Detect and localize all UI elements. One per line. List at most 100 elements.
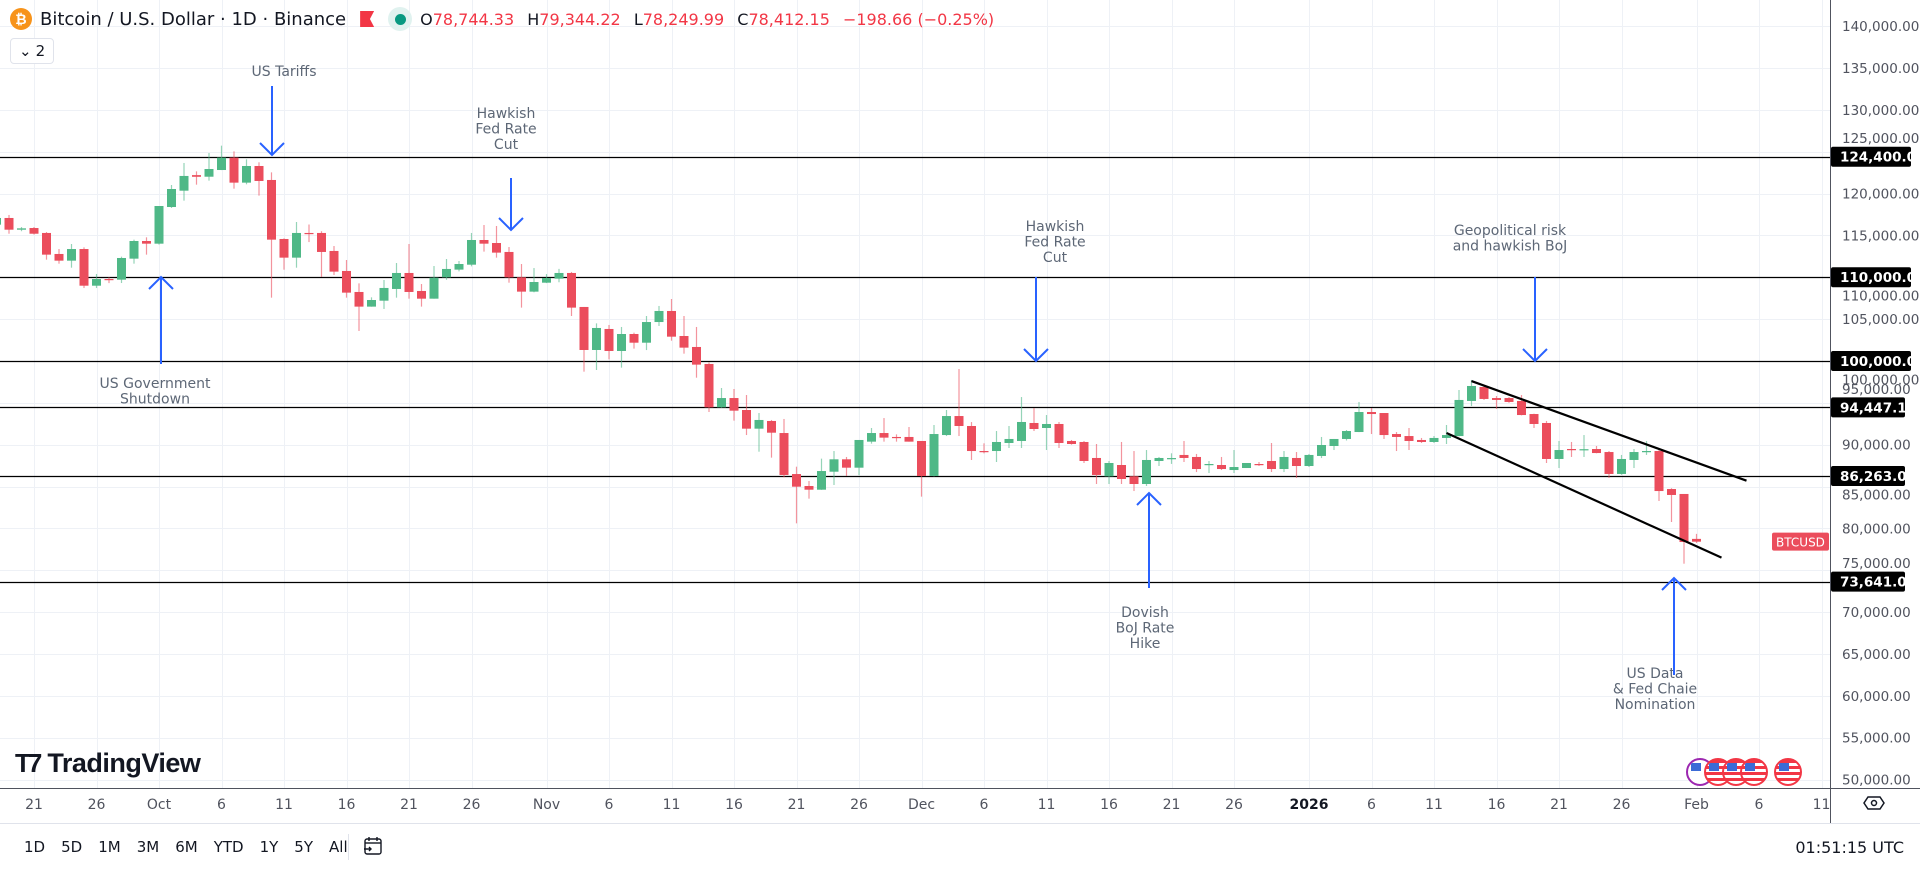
candle[interactable] <box>0 217 1 225</box>
candle[interactable] <box>1104 462 1114 477</box>
candle[interactable] <box>1417 439 1426 442</box>
candle[interactable] <box>567 272 576 308</box>
range-button-1y[interactable]: 1Y <box>259 838 279 856</box>
candle[interactable] <box>304 232 314 235</box>
candle[interactable] <box>967 425 976 452</box>
candle[interactable] <box>1467 385 1476 401</box>
candle[interactable] <box>1342 431 1351 439</box>
range-button-5d[interactable]: 5D <box>61 838 83 856</box>
candle[interactable] <box>404 272 414 292</box>
candle[interactable] <box>1292 457 1301 467</box>
tradingview-logo[interactable]: T7 TradingView <box>15 748 201 779</box>
candle[interactable] <box>1092 457 1101 475</box>
candle[interactable] <box>1229 467 1239 471</box>
candle[interactable] <box>929 434 939 476</box>
candle[interactable] <box>629 333 639 343</box>
candle[interactable] <box>192 175 201 177</box>
candle[interactable] <box>1029 422 1039 430</box>
candle[interactable] <box>454 264 464 270</box>
annotation-text[interactable]: and hawkish BoJ <box>1453 239 1568 255</box>
candle[interactable] <box>1042 423 1051 429</box>
symbol-title[interactable]: Bitcoin / U.S. Dollar · 1D · Binance <box>40 8 347 30</box>
annotation-text[interactable]: Hawkish <box>1026 219 1085 235</box>
candle[interactable] <box>817 471 826 490</box>
price-axis[interactable] <box>1830 0 1920 788</box>
candle[interactable] <box>1679 493 1689 543</box>
candle[interactable] <box>467 239 476 265</box>
annotation-text[interactable]: Cut <box>1043 250 1068 266</box>
candle[interactable] <box>1117 465 1126 479</box>
candle[interactable] <box>1529 414 1539 424</box>
candle[interactable] <box>317 232 326 252</box>
annotation-text[interactable]: Shutdown <box>120 392 190 408</box>
candle[interactable] <box>1504 398 1514 402</box>
annotation-text[interactable]: Fed Rate <box>1024 235 1085 251</box>
candle[interactable] <box>367 300 376 307</box>
annotation-text[interactable]: Geopolitical risk <box>1454 223 1567 239</box>
candle[interactable] <box>842 459 851 468</box>
candle[interactable] <box>354 291 364 307</box>
candle[interactable] <box>54 253 64 261</box>
candle[interactable] <box>692 346 701 365</box>
candle[interactable] <box>592 327 601 350</box>
candle[interactable] <box>1129 476 1139 485</box>
candle[interactable] <box>679 336 689 348</box>
candle[interactable] <box>167 189 176 208</box>
collapse-indicators-button[interactable]: ⌄ 2 <box>10 38 55 64</box>
candle[interactable] <box>867 433 876 442</box>
annotation-text[interactable]: Cut <box>494 137 519 153</box>
candle[interactable] <box>1479 386 1489 399</box>
candle[interactable] <box>1442 435 1451 438</box>
candle[interactable] <box>542 277 551 283</box>
annotation-text[interactable]: US Data <box>1626 666 1683 682</box>
candle[interactable] <box>254 165 264 181</box>
candle[interactable] <box>79 249 89 286</box>
candle[interactable] <box>217 157 226 171</box>
candle[interactable] <box>379 287 389 301</box>
candle[interactable] <box>992 441 1001 452</box>
candle[interactable] <box>1367 412 1376 415</box>
candle[interactable] <box>1579 449 1589 451</box>
candle[interactable] <box>1554 450 1564 459</box>
candle[interactable] <box>1192 456 1201 470</box>
range-button-6m[interactable]: 6M <box>175 838 198 856</box>
candle[interactable] <box>704 363 714 408</box>
candle[interactable] <box>1404 436 1414 441</box>
candle[interactable] <box>1542 422 1551 459</box>
candle[interactable] <box>1617 458 1626 474</box>
candle[interactable] <box>917 440 926 476</box>
candle[interactable] <box>1379 413 1389 436</box>
candle[interactable] <box>529 282 539 292</box>
candle[interactable] <box>667 310 676 337</box>
candle[interactable] <box>1629 452 1639 460</box>
candle[interactable] <box>417 290 426 299</box>
annotation-text[interactable]: Fed Rate <box>475 122 536 138</box>
candle[interactable] <box>1304 454 1314 467</box>
candle[interactable] <box>1317 444 1326 456</box>
annotation-text[interactable]: US Government <box>100 376 211 392</box>
candle[interactable] <box>479 239 489 244</box>
annotation-text[interactable]: Nomination <box>1615 697 1696 713</box>
candle[interactable] <box>229 157 239 183</box>
candle[interactable] <box>1392 434 1401 437</box>
market-status-icon[interactable] <box>388 7 413 31</box>
candle[interactable] <box>1179 454 1189 458</box>
candle[interactable] <box>1329 438 1339 447</box>
candle[interactable] <box>142 240 151 244</box>
candle[interactable] <box>1217 465 1226 470</box>
candle[interactable] <box>579 306 589 350</box>
candle[interactable] <box>942 416 951 436</box>
candle[interactable] <box>554 272 564 279</box>
candle[interactable] <box>804 486 814 490</box>
candle[interactable] <box>4 217 14 230</box>
candle[interactable] <box>29 228 39 234</box>
candle[interactable] <box>329 250 339 272</box>
candle[interactable] <box>754 419 764 429</box>
candle[interactable] <box>1242 462 1251 469</box>
candle[interactable] <box>1204 463 1214 466</box>
candle[interactable] <box>242 165 251 183</box>
annotation-text[interactable]: & Fed Chaie <box>1613 682 1697 698</box>
calendar-goto-icon[interactable] <box>362 835 384 857</box>
annotation-text[interactable]: Dovish <box>1121 605 1169 621</box>
